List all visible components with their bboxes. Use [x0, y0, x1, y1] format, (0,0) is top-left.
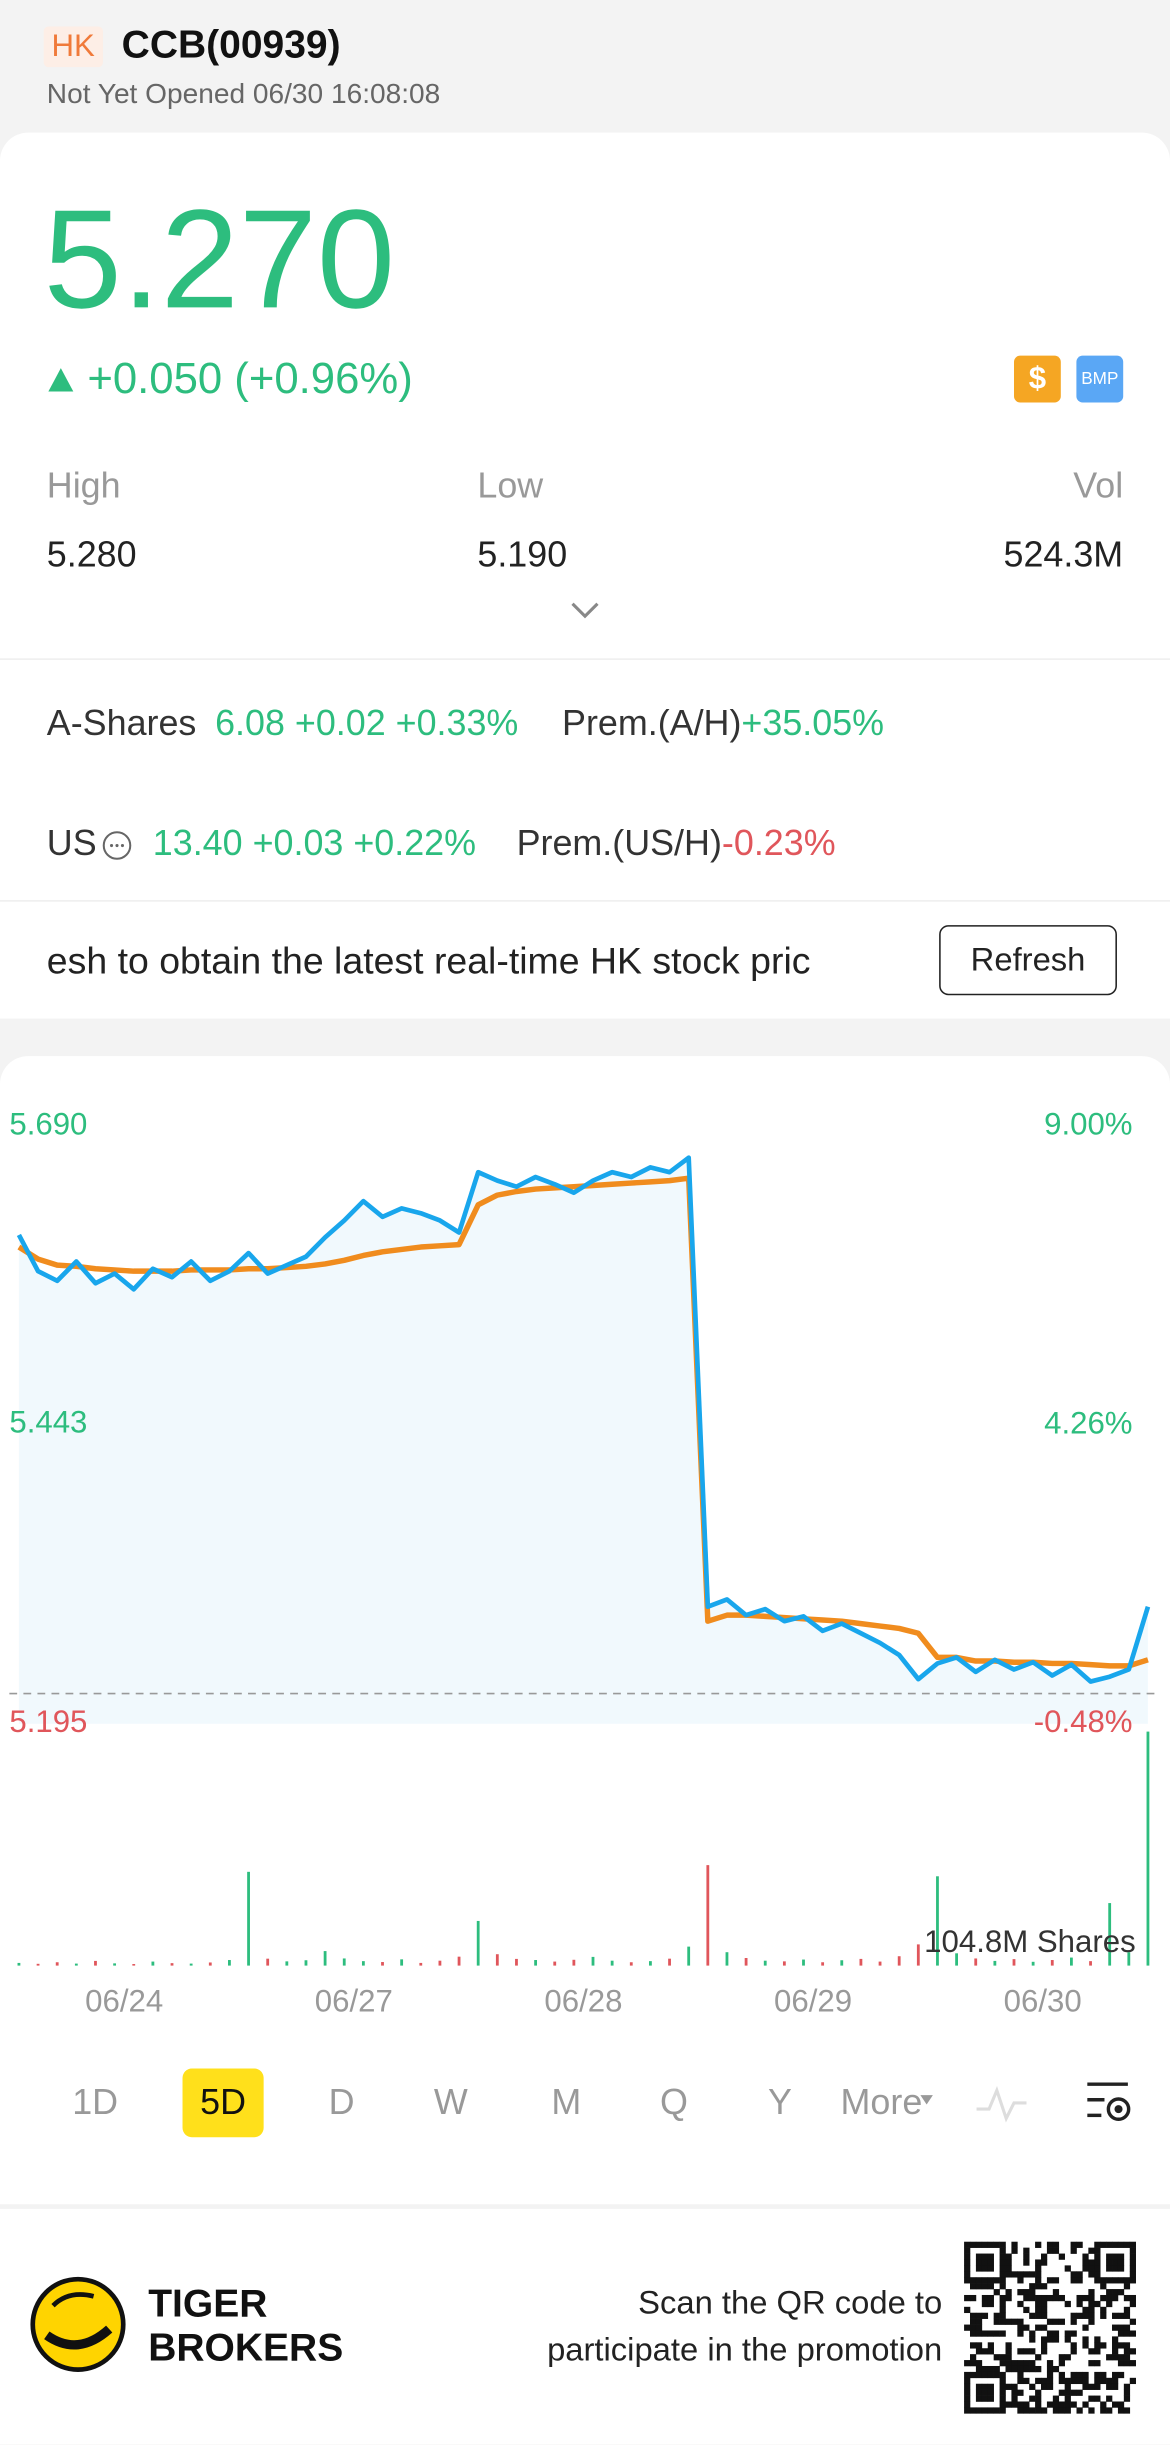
dollar-badge[interactable]: $ — [1013, 355, 1061, 403]
stat-label: Low — [477, 464, 544, 506]
price-change: +0.050 (+0.96%) — [87, 354, 413, 403]
notice-text: esh to obtain the latest real-time HK st… — [46, 943, 811, 982]
period-tab[interactable]: M — [551, 2081, 582, 2122]
related-row: A-Shares 6.08 +0.02 +0.33% Prem.(A/H) +3… — [46, 702, 885, 743]
active-tab-bg — [182, 2068, 264, 2138]
brand-line: TIGER — [148, 2282, 268, 2326]
period-tab[interactable]: 1D — [72, 2081, 119, 2122]
chart-card — [0, 1056, 1170, 2205]
last-price: 5.270 — [43, 182, 396, 339]
premium-label: Prem.(US/H) — [516, 822, 722, 863]
stat-value: 524.3M — [1003, 533, 1124, 575]
stat-value: 5.190 — [477, 533, 568, 575]
stat-value: 5.280 — [46, 533, 137, 575]
stat-label: High — [46, 464, 121, 506]
up-arrow — [48, 368, 74, 392]
bmp-badge[interactable]: BMP — [1076, 355, 1124, 403]
period-tab[interactable]: 5D — [200, 2081, 247, 2122]
related-label: US — [46, 822, 97, 863]
promo-line: participate in the promotion — [547, 2332, 943, 2369]
divider — [0, 658, 1170, 660]
quote-card — [0, 132, 1170, 1019]
related-row: US 13.40 +0.03 +0.22% Prem.(US/H) -0.23% — [46, 822, 836, 863]
expand-chevron[interactable] — [568, 599, 602, 621]
period-tab[interactable]: Q — [659, 2081, 688, 2122]
premium-label: Prem.(A/H) — [562, 702, 742, 743]
related-quote: 6.08 +0.02 +0.33% — [215, 702, 519, 743]
brand-line: BROKERS — [148, 2325, 344, 2370]
related-label: A-Shares — [46, 702, 197, 743]
refresh-button[interactable]: Refresh — [939, 925, 1117, 996]
period-tab[interactable]: Y — [768, 2081, 792, 2122]
market-status: Not Yet Opened 06/30 16:08:08 — [46, 78, 441, 110]
period-tab[interactable]: W — [433, 2081, 468, 2122]
related-quote: 13.40 +0.03 +0.22% — [152, 822, 477, 863]
stock-name: CCB(00939) — [121, 23, 341, 68]
period-tab[interactable]: D — [328, 2081, 355, 2122]
market-badge: HK — [43, 26, 103, 68]
premium-value: -0.23% — [721, 822, 836, 863]
promo-line: Scan the QR code to — [638, 2285, 943, 2322]
period-tab[interactable]: More — [840, 2081, 923, 2122]
premium-value: +35.05% — [741, 702, 885, 743]
divider — [0, 900, 1170, 902]
info-icon[interactable] — [100, 826, 134, 860]
stat-label: Vol — [1073, 464, 1124, 506]
